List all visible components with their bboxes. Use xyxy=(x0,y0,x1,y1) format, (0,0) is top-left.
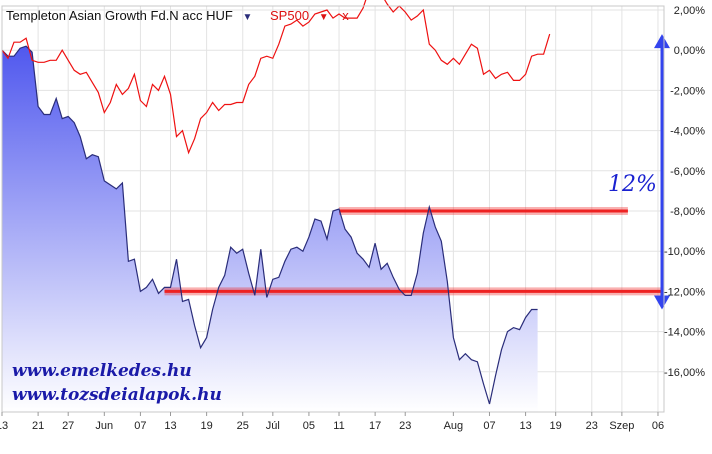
spread-label: 12% xyxy=(608,172,657,197)
x-tick-label: 11 xyxy=(333,420,344,432)
y-tick-label: -14,00% xyxy=(664,327,705,339)
x-tick-label: Jun xyxy=(95,420,113,432)
legend-remove-icon[interactable]: x xyxy=(342,8,349,23)
y-tick-label: -16,00% xyxy=(664,367,705,379)
x-tick-label: 07 xyxy=(134,420,146,432)
x-tick-label: 06 xyxy=(652,420,664,432)
fund-series-line xyxy=(1,45,538,405)
x-tick-label: 13 xyxy=(519,420,531,432)
y-tick-label: -6,00% xyxy=(670,166,705,178)
x-tick-label: 27 xyxy=(62,420,74,432)
watermark-line-1: www.emelkedes.hu xyxy=(12,361,192,381)
x-tick-label: Júl xyxy=(266,420,280,432)
legend-index-dropdown-icon[interactable]: ▼ xyxy=(319,12,329,23)
chart-texts: Templeton Asian Growth Fd.N acc HUF ▼ SP… xyxy=(6,8,657,405)
svg-text:Templeton Asian Growth Fd.N ac: Templeton Asian Growth Fd.N acc HUF ▼ SP… xyxy=(6,8,349,23)
watermark-line-2: www.tozsdeialapok.hu xyxy=(12,385,222,405)
legend-fund-label[interactable]: Templeton Asian Growth Fd.N acc HUF xyxy=(6,8,233,23)
x-tick-label: 23 xyxy=(586,420,598,432)
x-tick-label: 23 xyxy=(399,420,411,432)
axes: 2,00% 0,00% -2,00% -4,00% -6,00% -8,00% -10,00… xyxy=(0,5,705,432)
x-tick-label: 07 xyxy=(483,420,495,432)
y-tick-label: 2,00% xyxy=(674,5,705,17)
spread-arrow-head-top xyxy=(654,34,670,49)
legend-index-label[interactable]: SP500 xyxy=(270,8,309,23)
plot-border xyxy=(1,5,665,413)
index-series-line xyxy=(1,0,551,155)
legend-fund-dropdown-icon[interactable]: ▼ xyxy=(242,12,252,23)
fund-area-fill xyxy=(2,46,538,412)
x-tick-label: 13 xyxy=(164,420,176,432)
x-tick-label: Szep xyxy=(609,420,634,432)
y-tick-label: -4,00% xyxy=(670,126,705,138)
x-tick-label: 25 xyxy=(237,420,249,432)
y-tick-label: -8,00% xyxy=(670,206,705,218)
x-tick-label: 05 xyxy=(303,420,315,432)
y-tick-label: 0,00% xyxy=(674,45,705,57)
y-tick-label: -12,00% xyxy=(664,286,705,298)
fund-area xyxy=(2,46,538,412)
reference-lines xyxy=(164,207,664,296)
y-tick-label: -10,00% xyxy=(664,246,705,258)
x-tick-label: 19 xyxy=(200,420,212,432)
x-tick-label: 13 xyxy=(0,420,8,432)
x-tick-label: Aug xyxy=(444,420,464,432)
x-tick-label: 17 xyxy=(369,420,381,432)
y-tick-label: -2,00% xyxy=(670,85,705,97)
series-lines xyxy=(1,0,551,405)
spread-arrow-head-bottom xyxy=(654,295,670,310)
spread-arrow xyxy=(654,34,670,310)
x-tick-label: 19 xyxy=(550,420,562,432)
x-tick-label: 21 xyxy=(32,420,44,432)
